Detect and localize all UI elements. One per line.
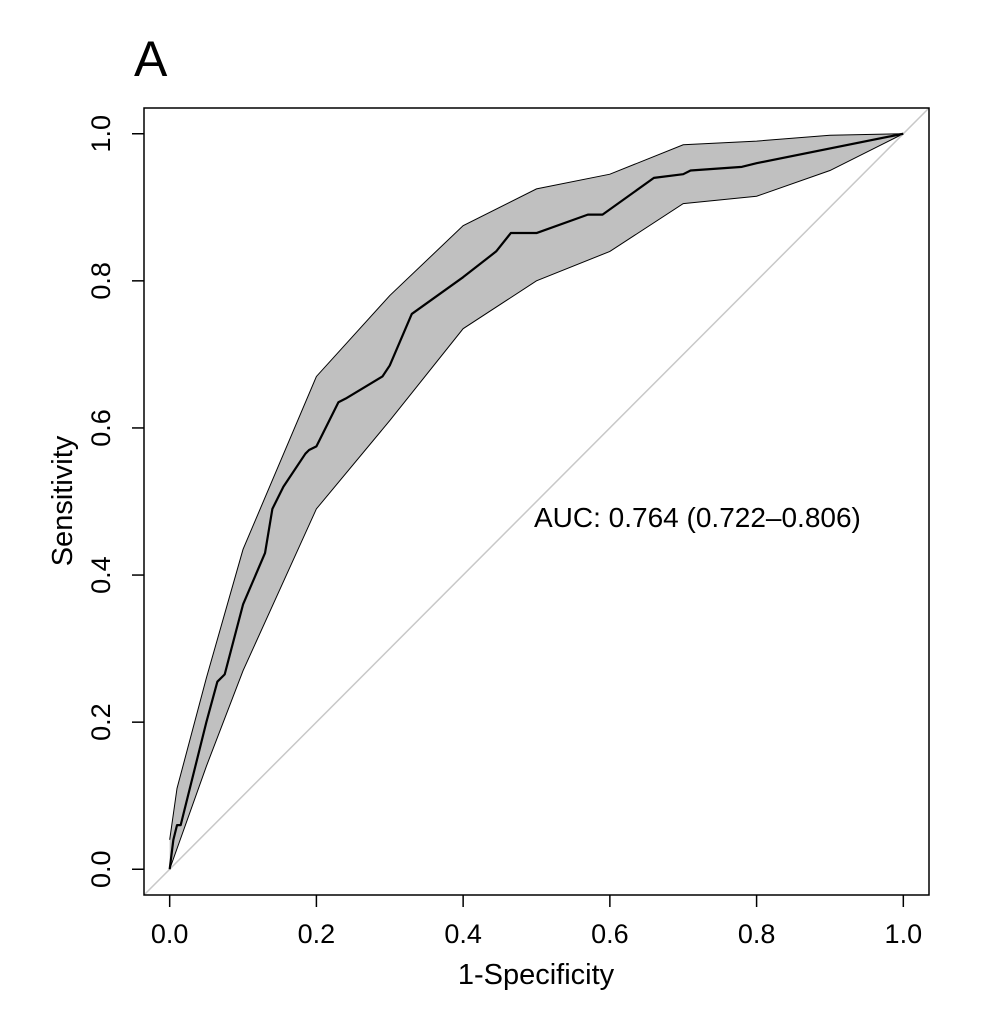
plot-area <box>143 107 930 896</box>
x-tick-label: 0.6 <box>591 919 629 949</box>
auc-annotation: AUC: 0.764 (0.722–0.806) <box>534 502 861 533</box>
roc-curve-line <box>168 132 904 870</box>
axes: 0.0 0.2 0.4 0.6 0.8 1.0 0.0 0.2 0.4 0.6 0.8 1.0 <box>86 115 922 949</box>
panel-label: A <box>134 31 168 87</box>
diagonal-reference-line <box>143 107 930 896</box>
y-tick-label: 0.6 <box>86 409 116 447</box>
x-tick-label: 0.0 <box>151 919 189 949</box>
x-tick-label: 0.2 <box>298 919 336 949</box>
y-tick-label: 0.0 <box>86 850 116 888</box>
x-tick-label: 0.4 <box>444 919 482 949</box>
y-axis-title: Sensitivity <box>47 435 79 566</box>
y-tick-label: 0.4 <box>86 556 116 594</box>
y-tick-label: 0.2 <box>86 703 116 741</box>
x-tick-label: 0.8 <box>738 919 776 949</box>
x-tick-label: 1.0 <box>885 919 923 949</box>
y-tick-label: 1.0 <box>86 115 116 153</box>
plot-frame <box>143 107 930 896</box>
y-tick-label: 0.8 <box>86 262 116 300</box>
x-axis-title: 1-Specificity <box>458 959 615 991</box>
ci-upper-line <box>169 133 904 840</box>
ci-lower-line <box>169 133 904 870</box>
